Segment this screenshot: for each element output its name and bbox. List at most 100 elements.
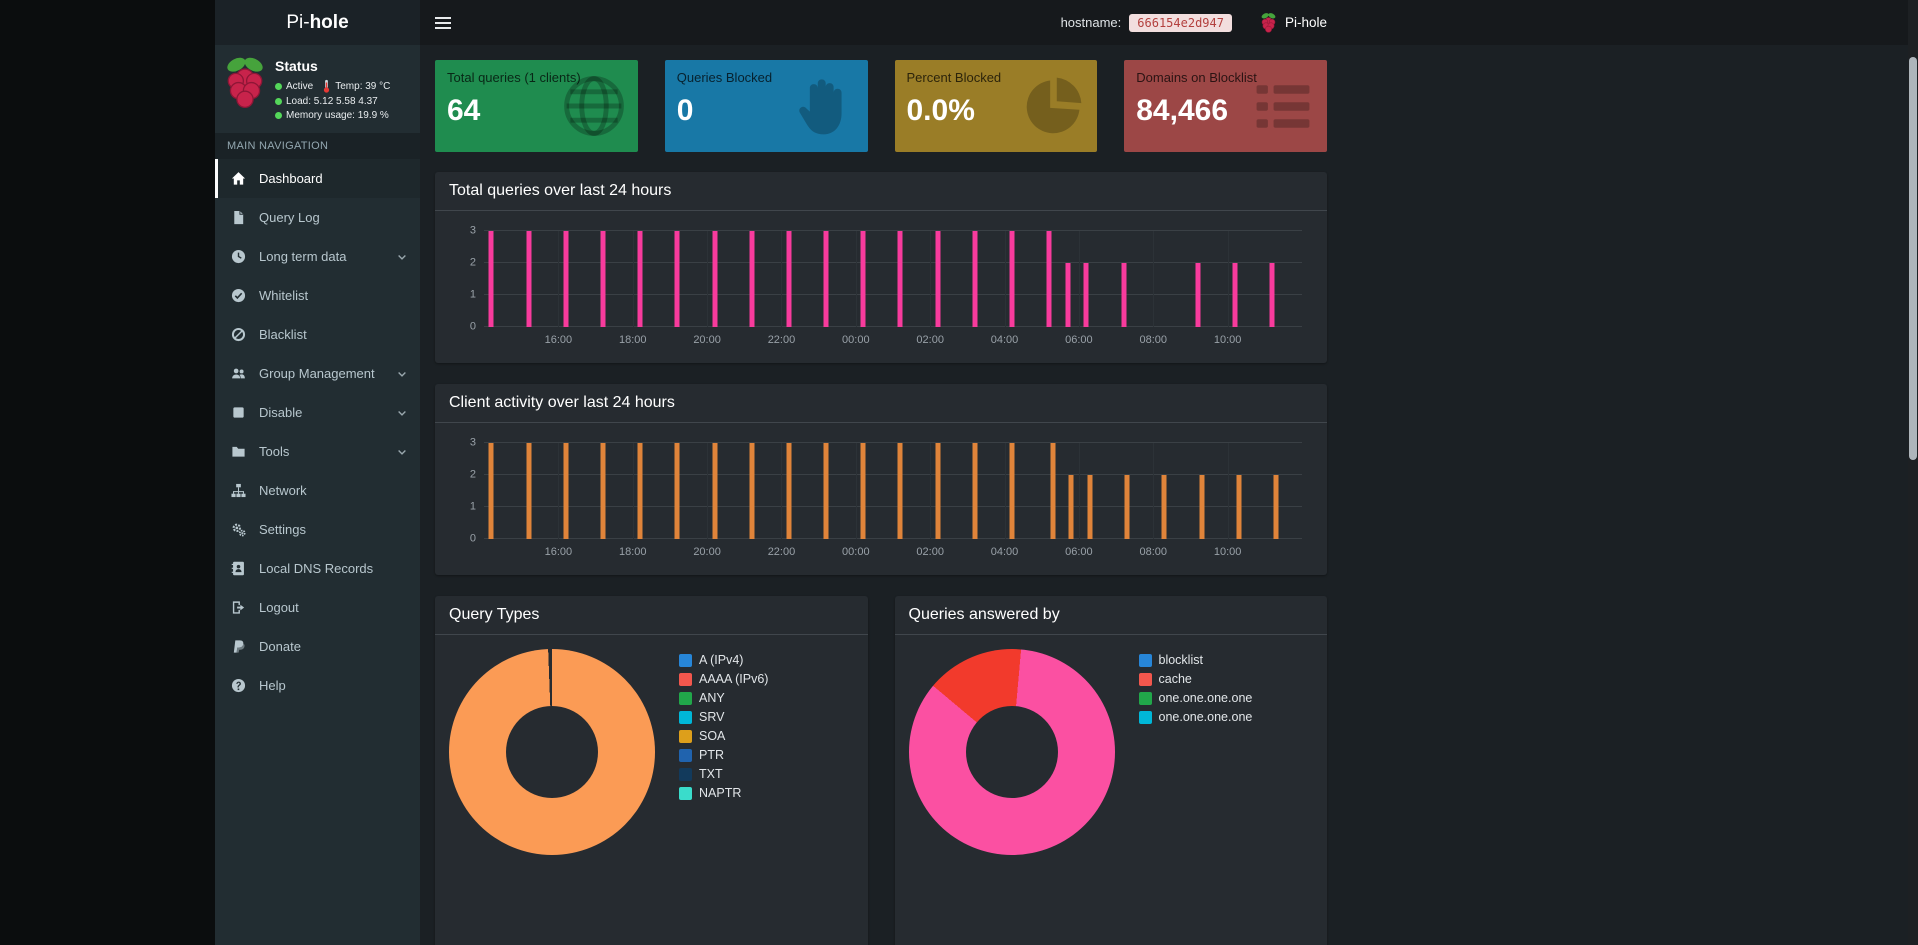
chart-bar[interactable] xyxy=(637,231,643,327)
chart-bar[interactable] xyxy=(786,231,792,327)
chart-bar[interactable] xyxy=(1236,475,1242,539)
chart-bar[interactable] xyxy=(1273,475,1279,539)
sign-out-icon xyxy=(231,600,250,615)
sidebar-item-label: Help xyxy=(259,678,286,693)
legend-item[interactable]: SRV xyxy=(679,710,768,724)
chart-bar[interactable] xyxy=(1087,475,1093,539)
legend-label: SOA xyxy=(699,729,726,743)
chart-bar[interactable] xyxy=(526,443,532,539)
chart-bar[interactable] xyxy=(563,231,569,327)
sidebar-item-group-management[interactable]: Group Management xyxy=(215,354,420,393)
stat-card-queries-blocked[interactable]: Queries Blocked 0 xyxy=(664,60,868,152)
panel-title: Client activity over last 24 hours xyxy=(435,384,1327,423)
legend-label: TXT xyxy=(699,767,723,781)
chart-bar[interactable] xyxy=(1050,443,1056,539)
chart-bar[interactable] xyxy=(674,231,680,327)
query-types-donut[interactable] xyxy=(449,649,655,855)
legend-label: blocklist xyxy=(1158,653,1203,667)
sidebar-item-blacklist[interactable]: Blacklist xyxy=(215,315,420,354)
main-content: Total queries (1 clients) 64 Queries Block… xyxy=(420,45,1918,945)
stat-card-domains-on-blocklist[interactable]: Domains on Blocklist 84,466 xyxy=(1124,60,1327,152)
x-axis-tick: 10:00 xyxy=(1213,334,1242,346)
legend-item[interactable]: cache xyxy=(1138,672,1253,686)
chart-bar[interactable] xyxy=(786,443,792,539)
stat-card-total-queries-1-clients-[interactable]: Total queries (1 clients) 64 xyxy=(435,60,638,152)
legend-swatch xyxy=(679,672,692,686)
answered-by-legend: blocklist cache one.one.one.one one.one.one… xyxy=(1138,653,1253,855)
chart-bar[interactable] xyxy=(600,443,606,539)
chart-bar[interactable] xyxy=(972,231,978,327)
legend-item[interactable]: AAAA (IPv6) xyxy=(679,672,768,686)
sidebar-item-donate[interactable]: Donate xyxy=(215,627,420,666)
chart-bar[interactable] xyxy=(1161,475,1167,539)
legend-item[interactable]: one.one.one.one xyxy=(1138,710,1252,724)
chart-bar[interactable] xyxy=(1195,263,1201,327)
sidebar-item-dashboard[interactable]: Dashboard xyxy=(215,159,420,198)
legend-item[interactable]: A (IPv4) xyxy=(679,653,768,667)
chart-bar[interactable] xyxy=(897,443,903,539)
sidebar-item-whitelist[interactable]: Whitelist xyxy=(215,276,420,315)
status-temp-text: Temp: 39 °C xyxy=(335,80,391,92)
chart-bar[interactable] xyxy=(972,443,978,539)
chart-bar[interactable] xyxy=(860,231,866,327)
chart-bar[interactable] xyxy=(1124,475,1130,539)
legend-item[interactable]: SOA xyxy=(679,729,768,743)
answered-by-panel: Queries answered by blocklist cache one.on… xyxy=(894,596,1327,945)
chart-bar[interactable] xyxy=(637,443,643,539)
chart-bar[interactable] xyxy=(1009,443,1015,539)
sidebar-item-local-dns-records[interactable]: Local DNS Records xyxy=(215,549,420,588)
chart-bar[interactable] xyxy=(712,231,718,327)
chart-bar[interactable] xyxy=(1269,263,1275,327)
navbar-brand-right[interactable]: Pi-hole xyxy=(1260,12,1327,33)
legend-swatch xyxy=(679,653,692,667)
chart-bar[interactable] xyxy=(749,231,755,327)
answered-by-donut[interactable] xyxy=(908,649,1115,855)
chart-bar[interactable] xyxy=(1121,263,1127,327)
sidebar-item-disable[interactable]: Disable xyxy=(215,393,420,432)
chart-bar[interactable] xyxy=(1232,263,1238,327)
chart-bar[interactable] xyxy=(935,443,941,539)
sidebar-item-tools[interactable]: Tools xyxy=(215,432,420,471)
legend-item[interactable]: one.one.one.one xyxy=(1138,691,1252,705)
sidebar-item-help[interactable]: Help xyxy=(215,666,420,705)
chart-bar[interactable] xyxy=(1046,231,1052,327)
chart-bar[interactable] xyxy=(1009,231,1015,327)
sidebar-item-settings[interactable]: Settings xyxy=(215,510,420,549)
chart-bar[interactable] xyxy=(897,231,903,327)
status-ok-dot xyxy=(275,82,282,90)
scrollbar-thumb[interactable] xyxy=(1909,57,1917,460)
chart-bar[interactable] xyxy=(526,231,532,327)
question-icon xyxy=(231,678,250,693)
pihole-logo-icon xyxy=(1260,12,1277,33)
clock-icon xyxy=(231,249,250,264)
chart-bar[interactable] xyxy=(563,443,569,539)
sidebar-item-query-log[interactable]: Query Log xyxy=(215,198,420,237)
chart-bar[interactable] xyxy=(1199,475,1205,539)
chart-bar[interactable] xyxy=(1065,263,1071,327)
sidebar-toggle-button[interactable] xyxy=(420,0,466,45)
chart-bar[interactable] xyxy=(860,443,866,539)
chart-bar[interactable] xyxy=(749,443,755,539)
chart-bar[interactable] xyxy=(674,443,680,539)
brand-logo[interactable]: Pi-hole xyxy=(215,0,420,45)
sidebar-item-network[interactable]: Network xyxy=(215,471,420,510)
sidebar-item-logout[interactable]: Logout xyxy=(215,588,420,627)
chart-bar[interactable] xyxy=(1068,475,1074,539)
stat-card-percent-blocked[interactable]: Percent Blocked 0.0% xyxy=(894,60,1098,152)
chart-bar[interactable] xyxy=(600,231,606,327)
chart-bar[interactable] xyxy=(488,231,494,327)
legend-item[interactable]: blocklist xyxy=(1138,653,1253,667)
legend-swatch xyxy=(679,710,692,724)
chart-bar[interactable] xyxy=(712,443,718,539)
legend-item[interactable]: ANY xyxy=(679,691,768,705)
chart-bar[interactable] xyxy=(823,443,829,539)
chart-bar[interactable] xyxy=(1083,263,1089,327)
chart-bar[interactable] xyxy=(488,443,494,539)
legend-item[interactable]: NAPTR xyxy=(679,786,768,800)
legend-item[interactable]: TXT xyxy=(679,767,768,781)
chart-bar[interactable] xyxy=(935,231,941,327)
legend-item[interactable]: PTR xyxy=(679,748,768,762)
chart-bar[interactable] xyxy=(823,231,829,327)
content-inner: Total queries (1 clients) 64 Queries Block… xyxy=(435,60,1327,945)
sidebar-item-long-term-data[interactable]: Long term data xyxy=(215,237,420,276)
